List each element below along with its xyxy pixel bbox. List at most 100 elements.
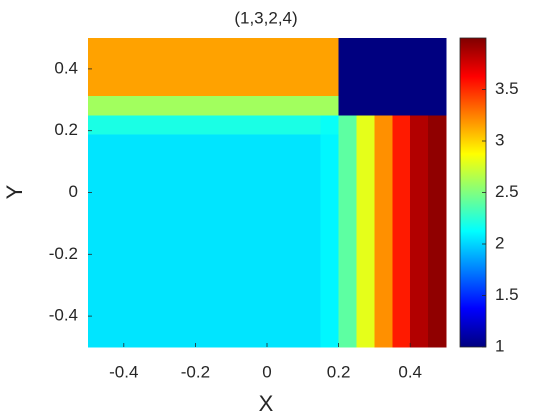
- heatmap-cell: [302, 76, 322, 97]
- heatmap-cell: [410, 308, 429, 329]
- heatmap-cell: [105, 76, 125, 97]
- heatmap-cell: [356, 250, 375, 271]
- heatmap-cell: [428, 250, 447, 271]
- heatmap-cell: [284, 153, 304, 174]
- heatmap-cell: [428, 269, 447, 290]
- heatmap-cell: [374, 173, 393, 194]
- heatmap-cell: [105, 289, 125, 309]
- heatmap-cell: [159, 57, 179, 78]
- heatmap-cell: [177, 250, 196, 271]
- heatmap-cell: [284, 173, 304, 194]
- heatmap-cell: [177, 327, 196, 348]
- heatmap-cell: [392, 115, 411, 136]
- heatmap-cell: [338, 327, 358, 348]
- heatmap-cell: [88, 327, 107, 348]
- heatmap-cell: [392, 231, 411, 252]
- heatmap-cell: [338, 95, 358, 116]
- heatmap-cell: [338, 38, 358, 58]
- heatmap-cell: [123, 173, 143, 194]
- heatmap-cell: [428, 231, 447, 252]
- heatmap-cell: [249, 173, 268, 194]
- heatmap-cell: [338, 76, 358, 97]
- heatmap-cell: [284, 308, 304, 329]
- heatmap-cell: [410, 95, 429, 116]
- heatmap-cell: [320, 76, 340, 97]
- heatmap-cell: [374, 250, 393, 271]
- heatmap-cell: [356, 269, 375, 290]
- x-tick-label: 0.4: [398, 362, 422, 381]
- heatmap-cell: [213, 115, 232, 136]
- heatmap-cell: [338, 153, 358, 174]
- heatmap-cell: [320, 153, 340, 174]
- heatmap-cell: [177, 57, 196, 78]
- heatmap-cell: [159, 308, 179, 329]
- heatmap-cell: [141, 192, 161, 213]
- heatmap-cell: [320, 308, 340, 329]
- heatmap-cell: [177, 38, 196, 58]
- x-tick-label: -0.4: [109, 362, 138, 381]
- heatmap-cell: [123, 95, 143, 116]
- heatmap-cell: [195, 153, 214, 174]
- heatmap-cell: [105, 173, 125, 194]
- heatmap-cell: [213, 173, 232, 194]
- heatmap-cell: [249, 250, 268, 271]
- heatmap-cell: [320, 211, 340, 232]
- heatmap-cell: [302, 192, 322, 213]
- heatmap-cell: [284, 95, 304, 116]
- heatmap-cell: [267, 95, 286, 116]
- heatmap-cell: [284, 250, 304, 271]
- heatmap-cell: [374, 192, 393, 213]
- heatmap-cell: [392, 192, 411, 213]
- heatmap-cell: [159, 289, 179, 309]
- heatmap-cell: [177, 95, 196, 116]
- colorbar-tick-label: 1.5: [495, 285, 519, 304]
- heatmap-cell: [141, 231, 161, 252]
- heatmap-cell: [320, 289, 340, 309]
- heatmap-cell: [356, 211, 375, 232]
- colorbar-tick-label: 3.5: [495, 79, 519, 98]
- heatmap-cell: [195, 192, 214, 213]
- heatmap-cell: [249, 38, 268, 58]
- heatmap-cell: [141, 211, 161, 232]
- heatmap-cell: [177, 192, 196, 213]
- heatmap-cell: [356, 173, 375, 194]
- heatmap-cell: [231, 95, 250, 116]
- heatmap-cell: [302, 173, 322, 194]
- heatmap-cell: [88, 38, 107, 58]
- heatmap-cell: [105, 211, 125, 232]
- heatmap-cell: [159, 192, 179, 213]
- heatmap-cell: [428, 57, 447, 78]
- heatmap-cell: [231, 76, 250, 97]
- heatmap-cell: [374, 231, 393, 252]
- heatmap-cell: [410, 269, 429, 290]
- heatmap-cell: [249, 192, 268, 213]
- heatmap-cell: [374, 269, 393, 290]
- heatmap-cell: [213, 76, 232, 97]
- heatmap-cell: [231, 57, 250, 78]
- heatmap-cell: [267, 57, 286, 78]
- heatmap-cell: [159, 211, 179, 232]
- heatmap-cell: [320, 231, 340, 252]
- heatmap-cell: [302, 95, 322, 116]
- heatmap-cell: [392, 134, 411, 155]
- heatmap-cell: [213, 250, 232, 271]
- heatmap-cell: [249, 269, 268, 290]
- y-tick-label: 0: [69, 182, 78, 201]
- heatmap-cell: [105, 134, 125, 155]
- heatmap-cell: [267, 134, 286, 155]
- heatmap-cell: [123, 38, 143, 58]
- heatmap-cell: [159, 134, 179, 155]
- heatmap-cell: [428, 327, 447, 348]
- heatmap-cell: [141, 115, 161, 136]
- heatmap-cell: [356, 231, 375, 252]
- heatmap-cell: [338, 115, 358, 136]
- heatmap-cell: [320, 269, 340, 290]
- heatmap-cell: [374, 289, 393, 309]
- heatmap-cell: [356, 153, 375, 174]
- heatmap-cell: [267, 38, 286, 58]
- heatmap-cell: [213, 57, 232, 78]
- heatmap-cell: [410, 211, 429, 232]
- heatmap-cell: [302, 211, 322, 232]
- heatmap-cell: [159, 115, 179, 136]
- heatmap-cell: [123, 289, 143, 309]
